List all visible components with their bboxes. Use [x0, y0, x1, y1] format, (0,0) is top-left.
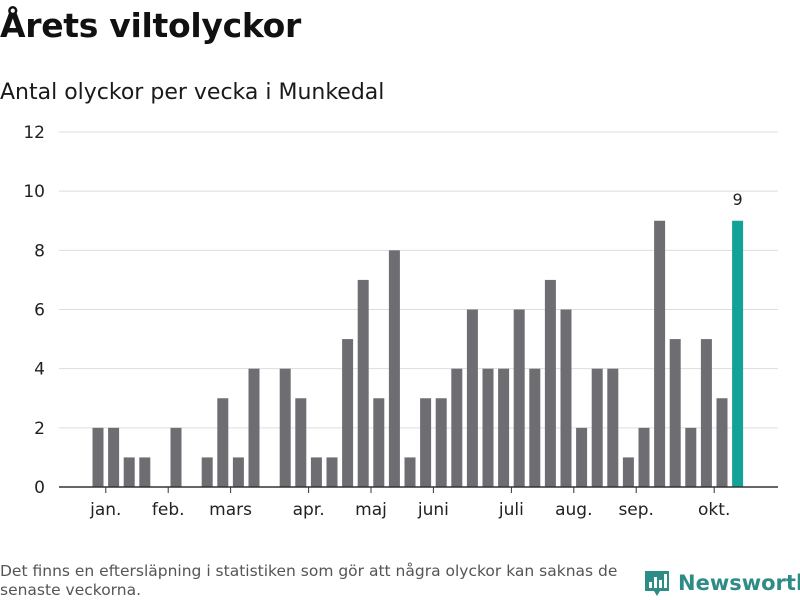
bar[interactable]: [435, 398, 447, 487]
bar[interactable]: [248, 368, 260, 487]
bar[interactable]: [451, 368, 463, 487]
y-tick-label: 12: [23, 123, 45, 143]
bar[interactable]: [638, 427, 650, 487]
bar[interactable]: [669, 339, 681, 487]
data-label: 9: [733, 190, 743, 209]
bar[interactable]: [357, 279, 369, 487]
bar[interactable]: [170, 427, 182, 487]
bar[interactable]: [342, 339, 354, 487]
bar[interactable]: [279, 368, 291, 487]
bar[interactable]: [232, 457, 244, 487]
y-tick-label: 10: [23, 182, 45, 202]
x-tick-label: apr.: [293, 500, 325, 520]
bar[interactable]: [529, 368, 541, 487]
bar[interactable]: [576, 427, 588, 487]
x-tick-label: mars: [209, 500, 252, 520]
bar[interactable]: [404, 457, 416, 487]
bar[interactable]: [388, 250, 400, 487]
bar-chart: 0 2 4 6 8 10 12 9 jan. feb. mars apr. maj juni juli a…: [23, 123, 778, 520]
bar[interactable]: [217, 398, 229, 487]
x-tick-label: aug.: [555, 500, 592, 520]
y-tick-label: 0: [34, 478, 45, 498]
bar[interactable]: [560, 309, 572, 488]
bars: [92, 220, 744, 488]
bar[interactable]: [622, 457, 634, 487]
bar[interactable]: [310, 457, 322, 487]
x-tick-label: feb.: [152, 500, 185, 520]
x-tick-label: juni: [417, 500, 449, 520]
x-tick-label: maj: [355, 500, 387, 520]
bar[interactable]: [326, 457, 338, 487]
brand-name: Newsworthy: [678, 571, 800, 595]
chart-subtitle: Antal olyckor per vecka i Munkedal: [0, 80, 385, 105]
chart-title: Årets viltolyckor: [0, 6, 301, 45]
bar[interactable]: [295, 398, 307, 487]
bar[interactable]: [108, 427, 120, 487]
x-tick-label: juli: [498, 500, 524, 520]
y-tick-label: 6: [34, 301, 45, 321]
bar[interactable]: [685, 427, 697, 487]
bar[interactable]: [716, 398, 728, 487]
bar[interactable]: [544, 279, 556, 487]
x-tick-label: sep.: [618, 500, 654, 520]
x-tick-label: jan.: [89, 500, 121, 520]
data-labels: 9: [733, 190, 743, 209]
bar[interactable]: [373, 398, 385, 487]
bar[interactable]: [466, 309, 478, 488]
y-tick-label: 4: [34, 360, 45, 380]
bar[interactable]: [420, 398, 432, 487]
y-axis-ticks: 0 2 4 6 8 10 12: [23, 123, 45, 498]
bar[interactable]: [123, 457, 135, 487]
x-axis-ticks: jan. feb. mars apr. maj juni juli aug. sep. okt.: [59, 486, 778, 520]
bar[interactable]: [201, 457, 213, 487]
bar[interactable]: [139, 457, 151, 487]
bar[interactable]: [700, 339, 712, 487]
bar-current-week[interactable]: [732, 220, 744, 487]
bar[interactable]: [654, 220, 666, 487]
bar[interactable]: [482, 368, 494, 487]
x-tick-label: okt.: [698, 500, 730, 520]
bar[interactable]: [513, 309, 525, 488]
y-tick-label: 8: [34, 241, 45, 261]
bar[interactable]: [92, 427, 104, 487]
y-tick-label: 2: [34, 419, 45, 439]
bar[interactable]: [607, 368, 619, 487]
bar[interactable]: [498, 368, 510, 487]
newsworthy-logo-icon: [645, 571, 669, 596]
bar[interactable]: [591, 368, 603, 487]
brand[interactable]: Newsworthy: [644, 568, 800, 598]
footnote: Det finns en eftersläpning i statistiken…: [0, 562, 618, 599]
